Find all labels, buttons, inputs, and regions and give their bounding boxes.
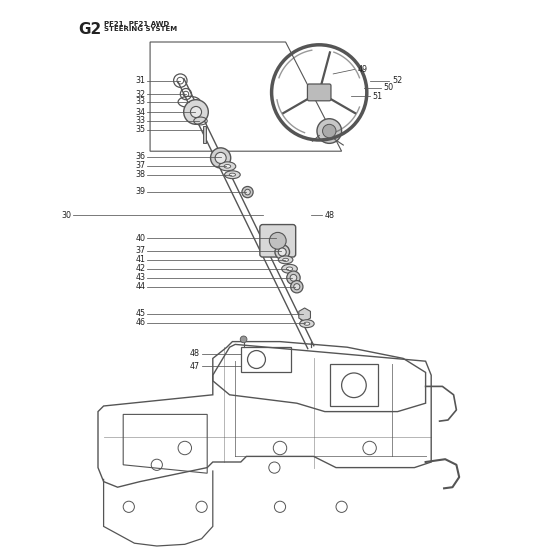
Text: 33: 33 [136,116,146,125]
Text: STEERING SYSTEM: STEERING SYSTEM [104,26,177,32]
Circle shape [317,119,342,143]
Text: 49: 49 [357,65,367,74]
Text: 37: 37 [136,161,146,170]
Circle shape [290,274,297,281]
Text: PF21, PF21 AWD: PF21, PF21 AWD [104,21,169,27]
Ellipse shape [304,322,310,325]
Text: 45: 45 [136,309,146,318]
Ellipse shape [219,162,236,171]
Ellipse shape [278,256,293,264]
Ellipse shape [300,320,314,328]
Text: 37: 37 [136,246,146,255]
Circle shape [291,281,303,293]
Ellipse shape [283,258,288,262]
Ellipse shape [224,165,231,168]
Bar [330,364,378,406]
Circle shape [269,232,286,249]
Text: 30: 30 [61,211,71,220]
Circle shape [287,271,300,284]
Bar [241,347,291,372]
Text: 43: 43 [136,273,146,282]
Text: 40: 40 [136,234,146,242]
Text: 39: 39 [136,187,146,196]
Text: 35: 35 [136,125,146,134]
Text: G2: G2 [78,22,102,38]
Ellipse shape [286,267,293,270]
Text: 48: 48 [325,211,335,220]
Text: 34: 34 [136,108,146,116]
Text: 36: 36 [136,152,146,161]
Ellipse shape [225,171,240,179]
Circle shape [215,152,226,164]
Circle shape [240,336,247,343]
Text: 51: 51 [372,92,382,101]
Ellipse shape [282,264,297,273]
FancyBboxPatch shape [260,225,296,257]
Circle shape [323,124,336,138]
Text: 33: 33 [136,97,146,106]
Text: 48: 48 [190,349,200,358]
Circle shape [278,248,286,256]
Ellipse shape [229,173,236,176]
Circle shape [190,106,202,118]
Circle shape [211,148,231,168]
Text: 44: 44 [136,282,146,291]
Circle shape [184,100,208,124]
Polygon shape [299,308,310,321]
Text: 52: 52 [392,76,402,85]
Text: 46: 46 [136,318,146,327]
Text: 50: 50 [384,83,394,92]
Circle shape [294,284,300,290]
Bar [203,126,206,143]
Circle shape [245,189,250,195]
Circle shape [242,186,253,198]
FancyBboxPatch shape [307,84,331,101]
Text: 38: 38 [136,170,146,179]
Text: 32: 32 [136,90,146,99]
Text: 31: 31 [136,76,146,85]
Text: 41: 41 [136,255,146,264]
Circle shape [312,85,326,100]
Circle shape [275,245,290,259]
Text: 42: 42 [136,264,146,273]
Text: 47: 47 [190,362,200,371]
